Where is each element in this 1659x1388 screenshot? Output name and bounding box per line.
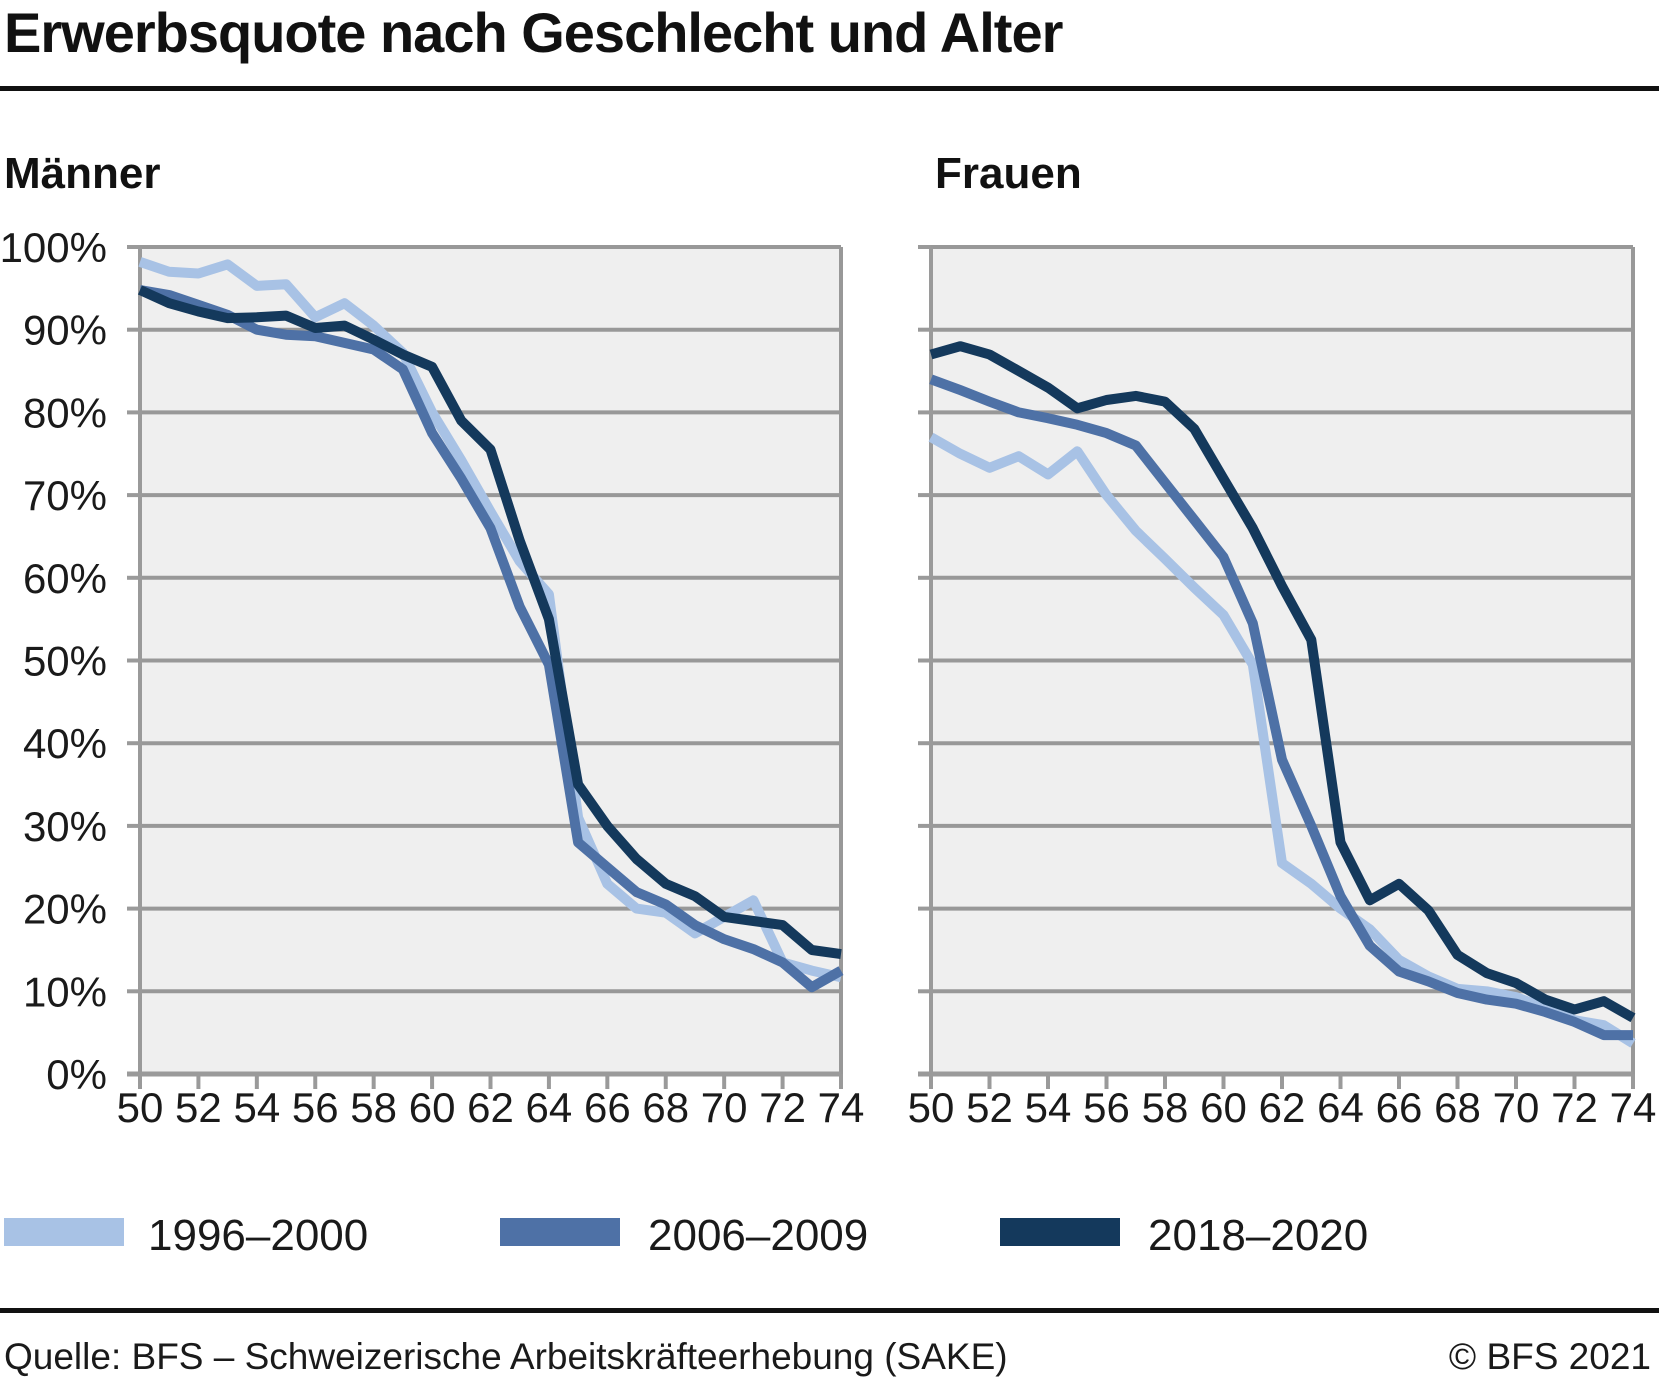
footer-source: Quelle: BFS – Schweizerische Arbeitskräf… <box>4 1336 1008 1377</box>
x-tick-label: 50 <box>117 1084 164 1131</box>
x-tick-label: 72 <box>1551 1084 1598 1131</box>
y-tick-label: 0% <box>46 1051 107 1098</box>
x-tick-label: 50 <box>908 1084 955 1131</box>
x-tick-label: 58 <box>350 1084 397 1131</box>
y-tick-label: 90% <box>23 307 107 354</box>
x-tick-label: 58 <box>1142 1084 1189 1131</box>
y-tick-label: 60% <box>23 555 107 602</box>
legend-swatch-1996-2000 <box>4 1218 124 1246</box>
series-line <box>137 285 842 960</box>
x-tick-label: 70 <box>1493 1084 1540 1131</box>
x-tick-label: 52 <box>175 1084 222 1131</box>
x-tick-label: 68 <box>642 1084 689 1131</box>
x-tick-label: 62 <box>1259 1084 1306 1131</box>
legend-label-2006-2009: 2006–2009 <box>648 1211 869 1260</box>
y-tick-label: 40% <box>23 720 107 767</box>
x-tick-label: 74 <box>818 1084 865 1131</box>
y-tick-label: 50% <box>23 638 107 685</box>
x-tick-label: 70 <box>701 1084 748 1131</box>
x-tick-label: 64 <box>1317 1084 1364 1131</box>
x-tick-label: 52 <box>966 1084 1013 1131</box>
series-line <box>929 374 1633 1041</box>
x-tick-label: 54 <box>1025 1084 1072 1131</box>
x-tick-label: 56 <box>292 1084 339 1131</box>
x-tick-label: 66 <box>1376 1084 1423 1131</box>
x-tick-label: 54 <box>233 1084 280 1131</box>
legend-swatch-2006-2009 <box>500 1218 620 1246</box>
x-tick-label: 72 <box>759 1084 806 1131</box>
x-tick-label: 56 <box>1083 1084 1130 1131</box>
legend-label-1996-2000: 1996–2000 <box>148 1211 369 1260</box>
y-tick-label: 20% <box>23 886 107 933</box>
x-tick-label: 68 <box>1434 1084 1481 1131</box>
line-charts-canvas: 0%10%20%30%40%50%60%70%80%90%100%50 52 54 5… <box>0 224 1657 1131</box>
x-tick-label: 60 <box>409 1084 456 1131</box>
y-tick-label: 30% <box>23 803 107 850</box>
title-divider <box>0 86 1659 91</box>
y-tick-label: 10% <box>23 968 107 1015</box>
y-tick-label: 80% <box>23 389 107 436</box>
series-line <box>928 432 1636 1048</box>
x-tick-label: 60 <box>1200 1084 1247 1131</box>
footer-copyright: © BFS 2021 <box>1448 1336 1651 1377</box>
y-tick-label: 70% <box>23 472 107 519</box>
legend-label-2018-2020: 2018–2020 <box>1148 1211 1369 1260</box>
x-tick-label: 64 <box>526 1084 573 1131</box>
page-title: Erwerbsquote nach Geschlecht und Alter <box>4 1 1063 64</box>
x-tick-label: 62 <box>467 1084 514 1131</box>
y-tick-label: 100% <box>0 224 107 271</box>
panel-title-frauen: Frauen <box>935 149 1082 198</box>
panel-title-maenner: Männer <box>4 149 161 198</box>
series-line <box>929 341 1636 1023</box>
x-tick-label: 66 <box>584 1084 631 1131</box>
x-tick-label: 74 <box>1610 1084 1657 1131</box>
series-line <box>139 285 844 993</box>
legend-swatch-2018-2020 <box>1000 1218 1120 1246</box>
footer-divider <box>0 1308 1659 1313</box>
